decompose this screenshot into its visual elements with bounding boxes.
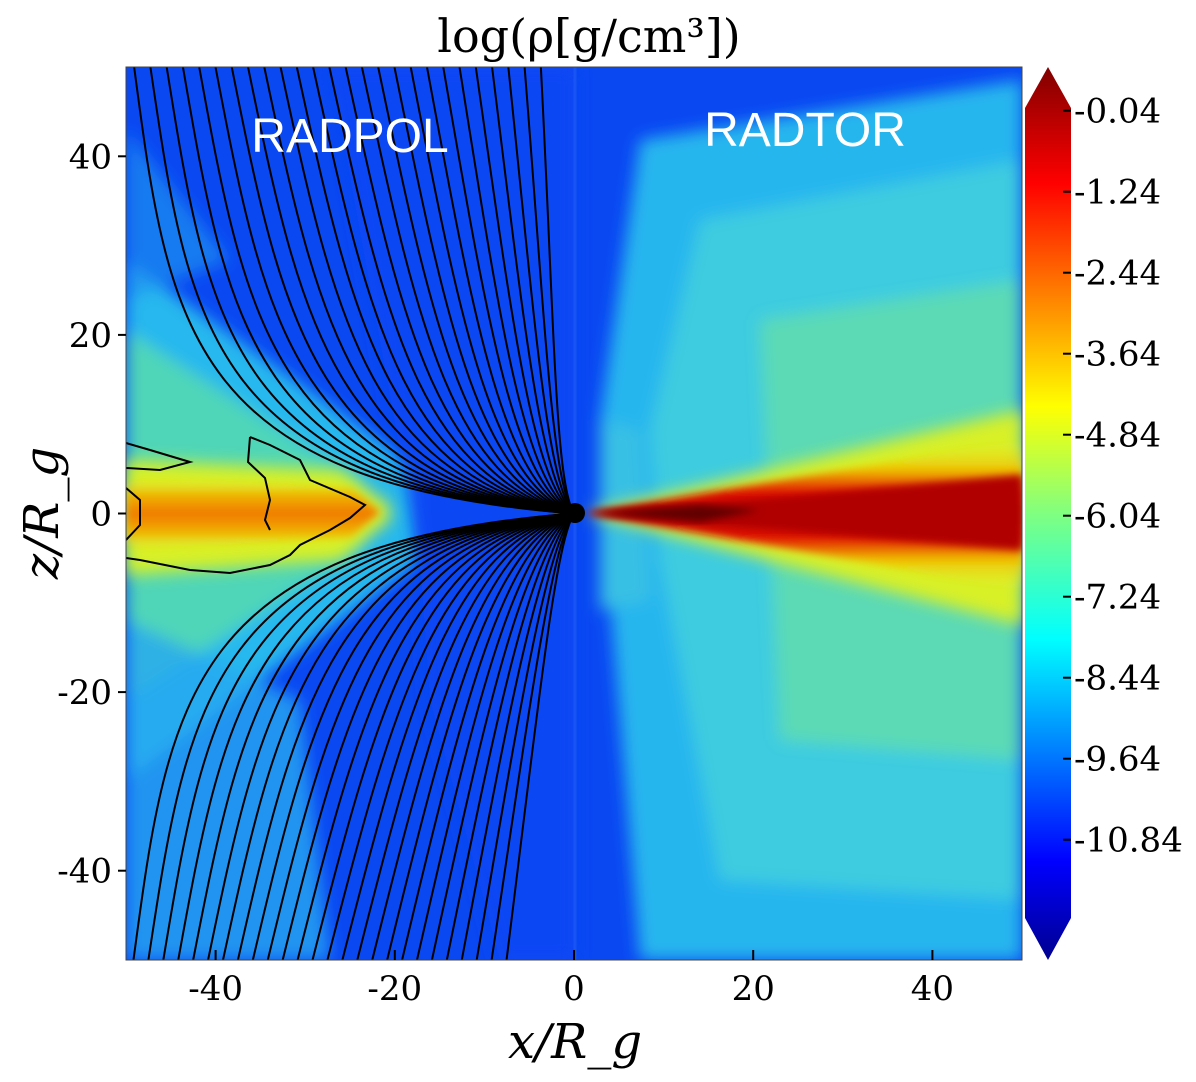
y-tick-label: 20 (69, 316, 112, 356)
colorbar-tick-label: -9.64 (1074, 740, 1161, 780)
x-axis-label: x/R_g (508, 1014, 642, 1070)
colorbar-tick-label: -7.24 (1074, 578, 1161, 618)
y-tick-label: 40 (69, 137, 112, 177)
colorbar-tick-label: -10.84 (1074, 821, 1183, 861)
y-axis: -40 -20 0 20 40 (57, 137, 126, 892)
x-tick-label: -40 (188, 969, 243, 1009)
radtor-disk (585, 410, 1022, 625)
colorbar-tick-label: -3.64 (1074, 335, 1161, 375)
y-axis-label: z/R_g (14, 447, 70, 580)
density-contour (126, 436, 367, 575)
y-tick-label: -40 (57, 852, 112, 892)
x-tick-label: 40 (911, 969, 954, 1009)
colorbar-tick-label: -0.04 (1074, 92, 1161, 132)
colorbar-tick-label: -8.44 (1074, 659, 1161, 699)
radpol-funnel (330, 67, 575, 960)
panel-label-radtor: RADTOR (704, 104, 906, 157)
x-tick-label: 0 (563, 969, 585, 1009)
colorbar: -0.04 -1.24 -2.44 -3.64 -4.84 -6.04 -7.24 -8.44… (1025, 67, 1183, 960)
radpol-disk (126, 460, 390, 575)
y-tick-label: -20 (57, 673, 112, 713)
colorbar-tick-label: -6.04 (1074, 497, 1161, 537)
y-tick-label: 0 (90, 495, 112, 535)
black-hole (565, 503, 585, 523)
colorbar-tick-label: -2.44 (1074, 254, 1161, 294)
colorbar-body (1025, 67, 1071, 960)
chart-title: log(ρ[g/cm³]) (437, 9, 740, 63)
panel-label-radpol: RADPOL (251, 110, 448, 163)
x-tick-label: 20 (732, 969, 775, 1009)
x-axis: -40 -20 0 20 40 (188, 950, 954, 1009)
x-tick-label: -20 (367, 969, 422, 1009)
colorbar-tick-label: -4.84 (1074, 416, 1161, 456)
plot-area: RADPOL RADTOR (126, 67, 1022, 960)
colorbar-tick-label: -1.24 (1074, 173, 1161, 213)
colorbar-ticks: -0.04 -1.24 -2.44 -3.64 -4.84 -6.04 -7.24 -8.44… (1063, 92, 1183, 861)
